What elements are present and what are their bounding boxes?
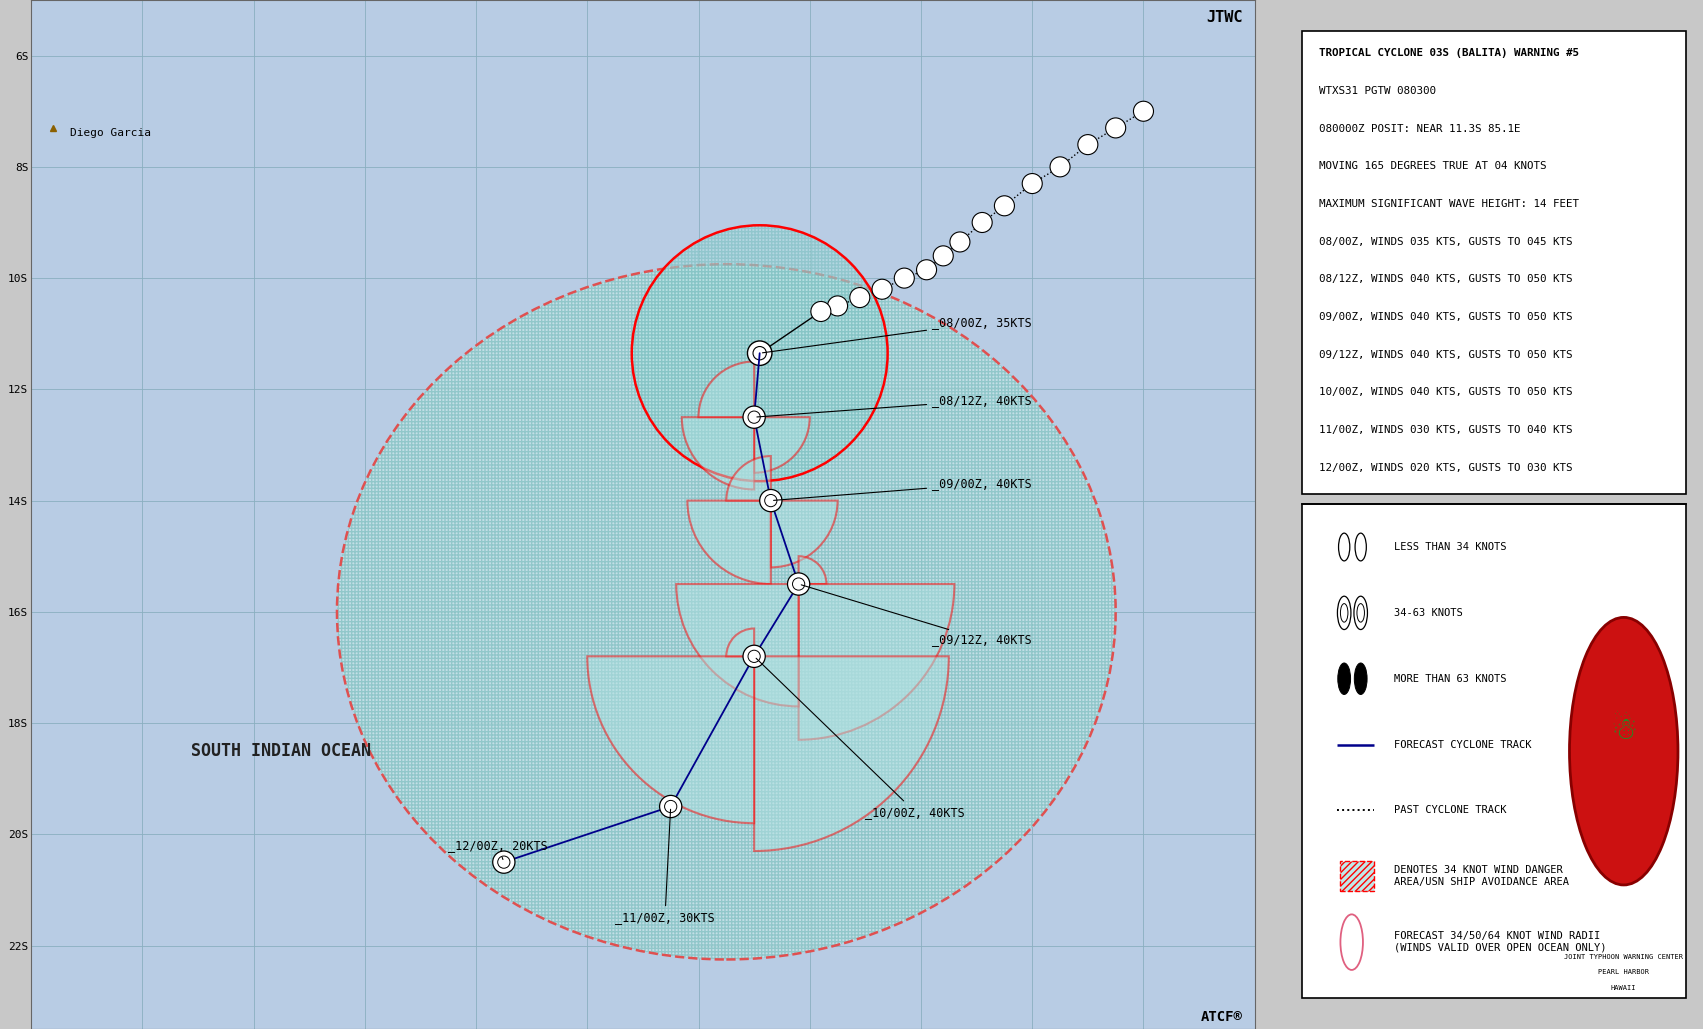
Circle shape [995,196,1015,216]
Circle shape [950,232,971,252]
Text: WTXS31 PGTW 080300: WTXS31 PGTW 080300 [1320,86,1436,96]
Wedge shape [688,500,771,584]
Circle shape [743,645,765,668]
Text: _09/12Z, 40KTS: _09/12Z, 40KTS [802,584,1032,646]
Text: LESS THAN 34 KNOTS: LESS THAN 34 KNOTS [1395,542,1507,552]
Circle shape [894,269,915,288]
Text: PEARL HARBOR: PEARL HARBOR [1597,969,1649,975]
Text: HAWAII: HAWAII [1611,985,1637,991]
Circle shape [748,650,760,663]
Text: DENOTES 34 KNOT WIND DANGER
AREA/USN SHIP AVOIDANCE AREA: DENOTES 34 KNOT WIND DANGER AREA/USN SHI… [1395,865,1568,887]
Text: _10/00Z, 40KTS: _10/00Z, 40KTS [756,659,966,819]
Circle shape [760,490,782,511]
Circle shape [1339,663,1350,695]
Bar [1340,861,1374,891]
Text: TROPICAL CYCLONE 03S (BALITA) WARNING #5: TROPICAL CYCLONE 03S (BALITA) WARNING #5 [1320,48,1579,59]
Text: 08/00Z, WINDS 035 KTS, GUSTS TO 045 KTS: 08/00Z, WINDS 035 KTS, GUSTS TO 045 KTS [1320,237,1572,247]
Circle shape [632,225,887,482]
Circle shape [664,801,676,813]
Circle shape [492,851,514,874]
Circle shape [1078,135,1098,154]
Text: Diego Garcia: Diego Garcia [70,129,152,138]
Text: FORECAST 34/50/64 KNOT WIND RADII
(WINDS VALID OVER OPEN OCEAN ONLY): FORECAST 34/50/64 KNOT WIND RADII (WINDS… [1395,931,1606,953]
Circle shape [1105,118,1126,138]
Wedge shape [588,657,754,823]
Text: _09/00Z, 40KTS: _09/00Z, 40KTS [773,477,1032,500]
Circle shape [497,856,509,868]
Circle shape [850,287,870,308]
Wedge shape [754,417,809,472]
Circle shape [933,246,954,265]
Text: _08/00Z, 35KTS: _08/00Z, 35KTS [763,316,1032,353]
Text: SOUTH INDIAN OCEAN: SOUTH INDIAN OCEAN [191,742,371,759]
Circle shape [792,578,806,591]
Text: MAXIMUM SIGNIFICANT WAVE HEIGHT: 14 FEET: MAXIMUM SIGNIFICANT WAVE HEIGHT: 14 FEET [1320,199,1579,209]
Circle shape [1570,617,1677,885]
Circle shape [972,212,993,233]
Circle shape [1354,663,1368,695]
Wedge shape [771,500,838,567]
Text: 09/12Z, WINDS 040 KTS, GUSTS TO 050 KTS: 09/12Z, WINDS 040 KTS, GUSTS TO 050 KTS [1320,350,1572,359]
Text: _12/00Z, 20KTS: _12/00Z, 20KTS [448,839,548,859]
FancyBboxPatch shape [1303,504,1686,998]
Wedge shape [725,629,754,657]
Circle shape [828,296,848,316]
Text: MOVING 165 DEGREES TRUE AT 04 KNOTS: MOVING 165 DEGREES TRUE AT 04 KNOTS [1320,162,1546,172]
Text: ATCF®: ATCF® [1201,1009,1243,1024]
Wedge shape [754,657,949,851]
Circle shape [787,573,809,595]
Text: 34-63 KNOTS: 34-63 KNOTS [1395,608,1463,617]
Ellipse shape [337,264,1115,959]
Wedge shape [676,584,799,706]
Text: MORE THAN 63 KNOTS: MORE THAN 63 KNOTS [1395,674,1507,683]
Circle shape [1051,156,1069,177]
Wedge shape [681,417,754,490]
Text: ☃: ☃ [1609,716,1637,745]
Text: FORECAST CYCLONE TRACK: FORECAST CYCLONE TRACK [1395,740,1531,749]
Text: JOINT TYPHOON WARNING CENTER: JOINT TYPHOON WARNING CENTER [1565,954,1683,960]
Circle shape [1134,101,1153,121]
Wedge shape [725,456,771,500]
Circle shape [743,406,765,428]
Circle shape [765,495,777,506]
Circle shape [811,301,831,321]
Text: 080000Z POSIT: NEAR 11.3S 85.1E: 080000Z POSIT: NEAR 11.3S 85.1E [1320,123,1521,134]
Text: 11/00Z, WINDS 030 KTS, GUSTS TO 040 KTS: 11/00Z, WINDS 030 KTS, GUSTS TO 040 KTS [1320,425,1572,435]
Text: PAST CYCLONE TRACK: PAST CYCLONE TRACK [1395,806,1507,815]
Text: 12/00Z, WINDS 020 KTS, GUSTS TO 030 KTS: 12/00Z, WINDS 020 KTS, GUSTS TO 030 KTS [1320,463,1572,472]
Text: _11/00Z, 30KTS: _11/00Z, 30KTS [615,809,715,924]
Circle shape [748,411,760,423]
Text: 08/12Z, WINDS 040 KTS, GUSTS TO 050 KTS: 08/12Z, WINDS 040 KTS, GUSTS TO 050 KTS [1320,275,1572,284]
Circle shape [916,259,937,280]
Text: 10/00Z, WINDS 040 KTS, GUSTS TO 050 KTS: 10/00Z, WINDS 040 KTS, GUSTS TO 050 KTS [1320,387,1572,397]
Wedge shape [799,557,826,584]
Circle shape [659,795,681,818]
Circle shape [753,347,766,360]
Wedge shape [698,361,754,417]
Wedge shape [799,584,954,740]
Text: JTWC: JTWC [1206,10,1243,26]
FancyBboxPatch shape [1303,31,1686,494]
Text: _08/12Z, 40KTS: _08/12Z, 40KTS [756,394,1032,417]
Text: 09/00Z, WINDS 040 KTS, GUSTS TO 050 KTS: 09/00Z, WINDS 040 KTS, GUSTS TO 050 KTS [1320,312,1572,322]
Circle shape [1022,174,1042,193]
Circle shape [872,279,892,299]
Circle shape [748,341,771,365]
